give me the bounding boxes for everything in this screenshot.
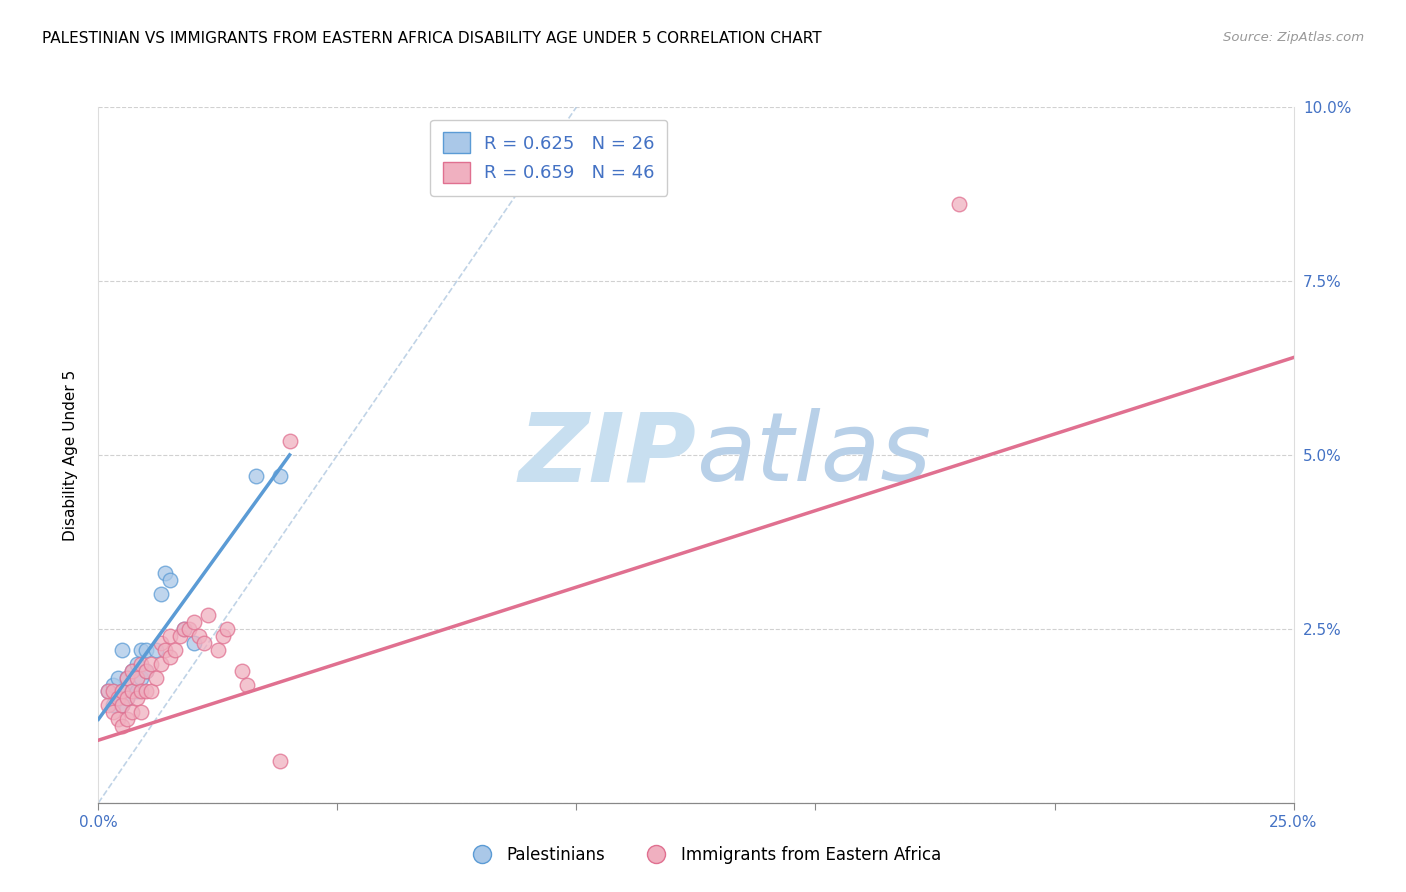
Point xyxy=(115,671,138,685)
Point xyxy=(121,684,143,698)
Point xyxy=(131,684,153,698)
Point xyxy=(139,684,162,698)
Point xyxy=(155,566,177,581)
Point xyxy=(231,664,253,678)
Point xyxy=(187,629,209,643)
Text: Source: ZipAtlas.com: Source: ZipAtlas.com xyxy=(1223,31,1364,45)
Point xyxy=(139,657,162,671)
Y-axis label: Disability Age Under 5: Disability Age Under 5 xyxy=(63,369,77,541)
Point xyxy=(101,684,124,698)
Point xyxy=(145,671,167,685)
Point xyxy=(111,684,134,698)
Point xyxy=(159,629,181,643)
Text: PALESTINIAN VS IMMIGRANTS FROM EASTERN AFRICA DISABILITY AGE UNDER 5 CORRELATION: PALESTINIAN VS IMMIGRANTS FROM EASTERN A… xyxy=(42,31,821,46)
Legend: R = 0.625   N = 26, R = 0.659   N = 46: R = 0.625 N = 26, R = 0.659 N = 46 xyxy=(430,120,668,195)
Point xyxy=(111,719,134,733)
Point xyxy=(159,649,181,664)
Point xyxy=(135,664,157,678)
Point xyxy=(111,698,134,713)
Point xyxy=(131,642,153,657)
Point xyxy=(197,607,219,622)
Text: ZIP: ZIP xyxy=(517,409,696,501)
Point xyxy=(278,434,301,448)
Point xyxy=(269,468,291,483)
Point xyxy=(135,684,157,698)
Point xyxy=(217,622,239,636)
Point xyxy=(111,642,134,657)
Point xyxy=(115,691,138,706)
Point xyxy=(183,636,205,650)
Point xyxy=(111,684,134,698)
Point xyxy=(107,691,129,706)
Point xyxy=(211,629,233,643)
Point xyxy=(121,664,143,678)
Point xyxy=(131,671,153,685)
Point xyxy=(125,691,148,706)
Point xyxy=(97,684,120,698)
Point xyxy=(121,684,143,698)
Point xyxy=(179,622,201,636)
Point xyxy=(135,664,157,678)
Point xyxy=(125,671,148,685)
Point xyxy=(101,706,124,720)
Point xyxy=(169,629,191,643)
Point xyxy=(183,615,205,629)
Point xyxy=(121,664,143,678)
Point xyxy=(159,573,181,587)
Point xyxy=(245,468,267,483)
Point xyxy=(131,706,153,720)
Point xyxy=(101,677,124,691)
Point xyxy=(235,677,257,691)
Point xyxy=(948,197,970,211)
Point xyxy=(173,622,195,636)
Point xyxy=(207,642,229,657)
Point xyxy=(149,587,172,601)
Point xyxy=(115,671,138,685)
Point xyxy=(135,642,157,657)
Point xyxy=(101,698,124,713)
Point xyxy=(107,712,129,726)
Point xyxy=(149,657,172,671)
Point xyxy=(163,642,186,657)
Point xyxy=(111,698,134,713)
Point xyxy=(131,657,153,671)
Legend: Palestinians, Immigrants from Eastern Africa: Palestinians, Immigrants from Eastern Af… xyxy=(458,839,948,871)
Point xyxy=(193,636,215,650)
Point xyxy=(121,706,143,720)
Point xyxy=(125,657,148,671)
Point xyxy=(107,691,129,706)
Point xyxy=(269,754,291,768)
Point xyxy=(115,712,138,726)
Point xyxy=(173,622,195,636)
Point xyxy=(149,636,172,650)
Point xyxy=(107,671,129,685)
Point xyxy=(97,684,120,698)
Point xyxy=(115,691,138,706)
Point xyxy=(125,684,148,698)
Text: atlas: atlas xyxy=(696,409,931,501)
Point xyxy=(145,642,167,657)
Point xyxy=(155,642,177,657)
Point xyxy=(97,698,120,713)
